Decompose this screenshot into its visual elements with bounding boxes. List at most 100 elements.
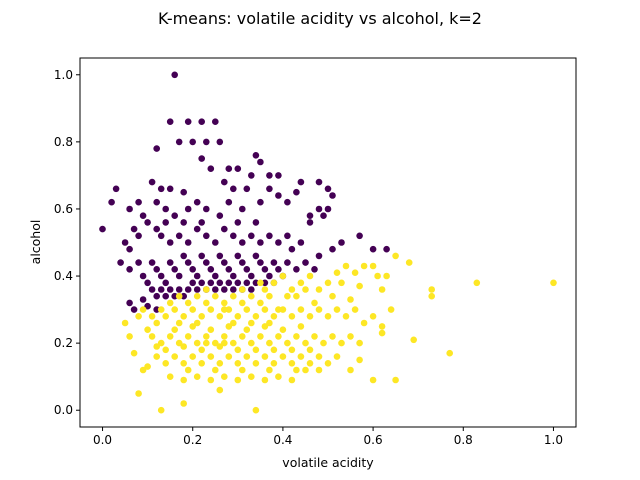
cluster-0-point xyxy=(216,138,224,146)
cluster-1-point xyxy=(351,269,359,277)
cluster-0-point xyxy=(189,138,196,146)
cluster-0-point xyxy=(162,292,169,300)
cluster-0-point xyxy=(275,192,282,199)
cluster-1-point xyxy=(184,366,192,374)
cluster-1-point xyxy=(261,323,269,330)
y-axis-label: alcohol xyxy=(28,220,43,265)
cluster-1-point xyxy=(166,299,174,307)
cluster-1-point xyxy=(297,353,305,360)
cluster-1-point xyxy=(428,286,436,293)
cluster-0-point xyxy=(198,219,205,226)
cluster-0-point xyxy=(207,266,215,273)
cluster-1-point xyxy=(383,272,390,280)
cluster-0-point xyxy=(175,138,183,146)
cluster-0-point xyxy=(144,219,151,226)
cluster-1-point xyxy=(230,292,237,300)
x-axis-label: volatile acidity xyxy=(282,455,374,470)
y-tick-label: 0.6 xyxy=(54,202,73,216)
cluster-1-point xyxy=(288,346,296,354)
cluster-1-point xyxy=(360,319,368,327)
cluster-1-point xyxy=(225,323,233,330)
cluster-1-point xyxy=(473,279,481,287)
cluster-0-point xyxy=(257,158,264,166)
cluster-0-point xyxy=(184,118,192,125)
cluster-0-point xyxy=(230,286,237,293)
cluster-0-point xyxy=(175,232,183,240)
cluster-1-point xyxy=(148,333,156,340)
cluster-0-point xyxy=(216,279,224,287)
cluster-0-point xyxy=(175,286,183,293)
cluster-0-point xyxy=(248,172,255,179)
cluster-1-point xyxy=(302,286,309,293)
cluster-1-point xyxy=(166,333,174,340)
cluster-1-point xyxy=(297,306,305,313)
cluster-0-point xyxy=(207,279,215,287)
cluster-1-point xyxy=(333,306,341,313)
cluster-1-point xyxy=(248,373,255,381)
cluster-1-point xyxy=(302,339,309,347)
cluster-1-point xyxy=(139,306,147,313)
cluster-0-point xyxy=(324,205,332,213)
cluster-0-point xyxy=(166,286,174,293)
cluster-0-point xyxy=(184,205,192,213)
cluster-1-point xyxy=(288,313,296,320)
cluster-1-point xyxy=(207,353,215,360)
cluster-1-point xyxy=(284,339,291,347)
cluster-1-point xyxy=(248,319,255,327)
cluster-1-point xyxy=(234,313,242,320)
cluster-1-point xyxy=(180,313,187,320)
cluster-0-point xyxy=(234,279,242,287)
cluster-0-point xyxy=(239,259,246,266)
cluster-1-point xyxy=(550,279,557,287)
cluster-0-point xyxy=(207,165,215,172)
cluster-1-point xyxy=(315,306,323,313)
cluster-0-point xyxy=(153,292,160,300)
cluster-1-point xyxy=(306,272,314,280)
cluster-1-point xyxy=(212,366,219,374)
cluster-0-point xyxy=(180,252,187,260)
cluster-1-point xyxy=(347,333,354,340)
cluster-0-point xyxy=(329,192,336,199)
cluster-0-point xyxy=(221,225,228,233)
cluster-1-point xyxy=(428,292,436,300)
cluster-1-point xyxy=(284,292,291,300)
cluster-0-point xyxy=(117,259,124,266)
y-tick-label: 1.0 xyxy=(54,68,73,82)
cluster-0-point xyxy=(157,286,165,293)
cluster-1-point xyxy=(356,339,363,347)
cluster-1-point xyxy=(378,323,386,330)
cluster-1-point xyxy=(189,306,196,313)
cluster-1-point xyxy=(356,282,363,290)
cluster-0-point xyxy=(99,225,106,233)
cluster-1-point xyxy=(266,366,273,374)
cluster-1-point xyxy=(266,292,273,300)
cluster-0-point xyxy=(216,252,224,260)
cluster-0-point xyxy=(148,259,156,266)
cluster-1-point xyxy=(329,292,336,300)
cluster-0-point xyxy=(144,302,151,310)
points-layer xyxy=(99,71,557,414)
cluster-0-point xyxy=(193,198,201,206)
cluster-1-point xyxy=(293,292,300,300)
cluster-1-point xyxy=(193,319,201,327)
cluster-0-point xyxy=(189,279,196,287)
cluster-1-point xyxy=(153,353,160,360)
cluster-0-point xyxy=(239,239,246,246)
cluster-1-point xyxy=(193,373,201,381)
cluster-1-point xyxy=(351,306,359,313)
cluster-1-point xyxy=(360,262,368,270)
cluster-0-point xyxy=(297,178,305,186)
cluster-1-point xyxy=(405,259,413,266)
cluster-1-point xyxy=(261,306,269,313)
cluster-0-point xyxy=(184,286,192,293)
cluster-0-point xyxy=(234,219,242,226)
cluster-0-point xyxy=(225,198,233,206)
cluster-0-point xyxy=(162,219,169,226)
cluster-0-point xyxy=(315,205,323,213)
cluster-1-point xyxy=(221,299,228,307)
cluster-0-point xyxy=(171,71,178,79)
cluster-0-point xyxy=(166,259,174,266)
cluster-1-point xyxy=(207,326,215,334)
cluster-1-point xyxy=(239,366,246,374)
